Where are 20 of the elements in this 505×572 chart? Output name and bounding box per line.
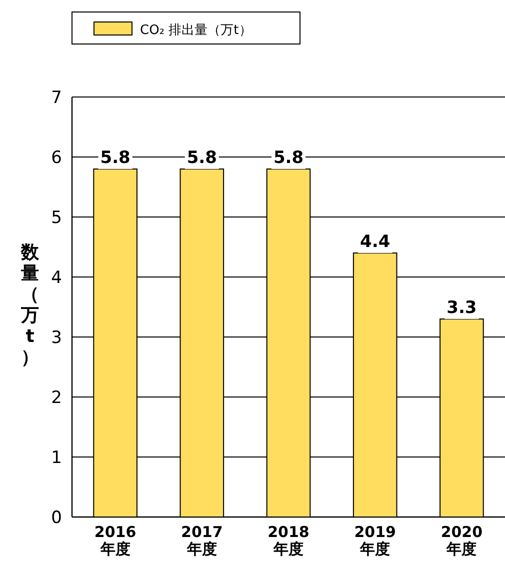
- data-label: 3.3: [446, 298, 477, 318]
- y-axis-title: 数量（万t）: [20, 242, 40, 368]
- x-tick-label: 2017年度: [181, 523, 223, 558]
- data-label: 5.8: [100, 148, 130, 168]
- x-tick-label: 2019年度: [354, 523, 396, 558]
- y-tick-label: 2: [51, 388, 62, 408]
- data-label: 5.8: [186, 148, 217, 168]
- data-label: 4.4: [360, 232, 390, 252]
- y-tick-label: 3: [51, 328, 62, 348]
- legend-label: CO₂ 排出量（万t）: [140, 23, 252, 38]
- data-label: 5.8: [273, 148, 304, 168]
- x-tick-label: 2020年度: [440, 523, 483, 558]
- y-tick-label: 1: [51, 448, 62, 468]
- x-tick-label: 2018年度: [268, 523, 310, 558]
- y-tick-label: 4: [51, 268, 62, 288]
- y-tick-label: 6: [51, 148, 62, 168]
- y-tick-label: 7: [51, 88, 62, 108]
- x-tick-label: 2016年度: [94, 523, 136, 558]
- y-tick-label: 5: [51, 208, 62, 228]
- y-tick-label: 0: [51, 508, 62, 528]
